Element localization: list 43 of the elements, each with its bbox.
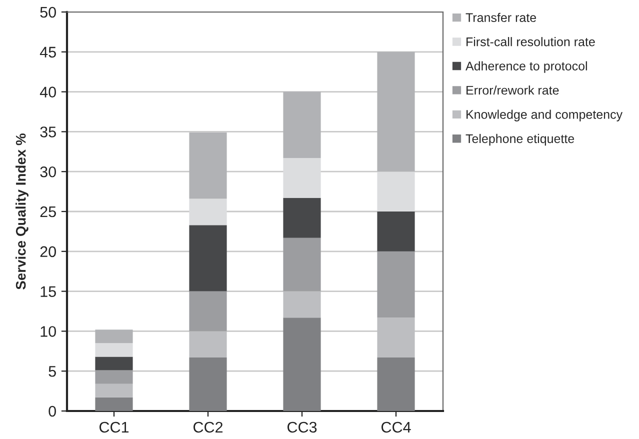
legend-label: Transfer rate	[466, 12, 536, 22]
y-tick-label: 15	[40, 286, 56, 297]
bar	[189, 358, 227, 411]
y-tick-label: 50	[40, 6, 56, 18]
y-tick-label: 5	[48, 366, 56, 377]
bar	[189, 225, 227, 292]
y-tick-label: 0	[48, 406, 56, 417]
bar	[283, 158, 321, 198]
legend-label: Adherence to protocol	[466, 61, 587, 73]
x-tick-label: CC2	[193, 422, 223, 433]
x-tick-label: CC3	[287, 422, 317, 433]
bar	[95, 356, 133, 370]
bar	[189, 291, 227, 332]
bar	[95, 370, 133, 384]
bar	[95, 343, 133, 357]
legend-label: Knowledge and competency	[466, 110, 623, 122]
x-tick-label: CC1	[99, 422, 129, 433]
legend-label: Error/rework rate	[466, 85, 559, 95]
bar	[95, 397, 133, 411]
bar	[377, 212, 415, 252]
bar	[283, 198, 321, 238]
bar	[377, 52, 415, 172]
bar	[283, 92, 321, 158]
bar	[377, 172, 415, 212]
bar	[95, 330, 133, 344]
legend-label: First-call resolution rate	[466, 37, 595, 46]
bar	[189, 132, 227, 199]
bar	[283, 238, 321, 292]
y-tick-label: 35	[40, 126, 56, 138]
y-tick-label: 10	[40, 326, 56, 337]
bar	[377, 358, 415, 411]
bar	[283, 318, 321, 411]
y-tick-label: 20	[40, 246, 56, 258]
bar	[377, 251, 415, 318]
y-tick-label: 40	[40, 86, 56, 98]
y-axis-title: Service Quality Index %	[16, 134, 28, 290]
legend-label: Telephone etiquette	[466, 134, 574, 146]
bar	[189, 198, 227, 226]
y-tick-label: 25	[40, 206, 56, 218]
bar	[95, 384, 133, 398]
x-tick-label: CC4	[381, 422, 411, 433]
y-tick-label: 30	[40, 166, 56, 178]
y-tick-label: 45	[40, 46, 56, 58]
